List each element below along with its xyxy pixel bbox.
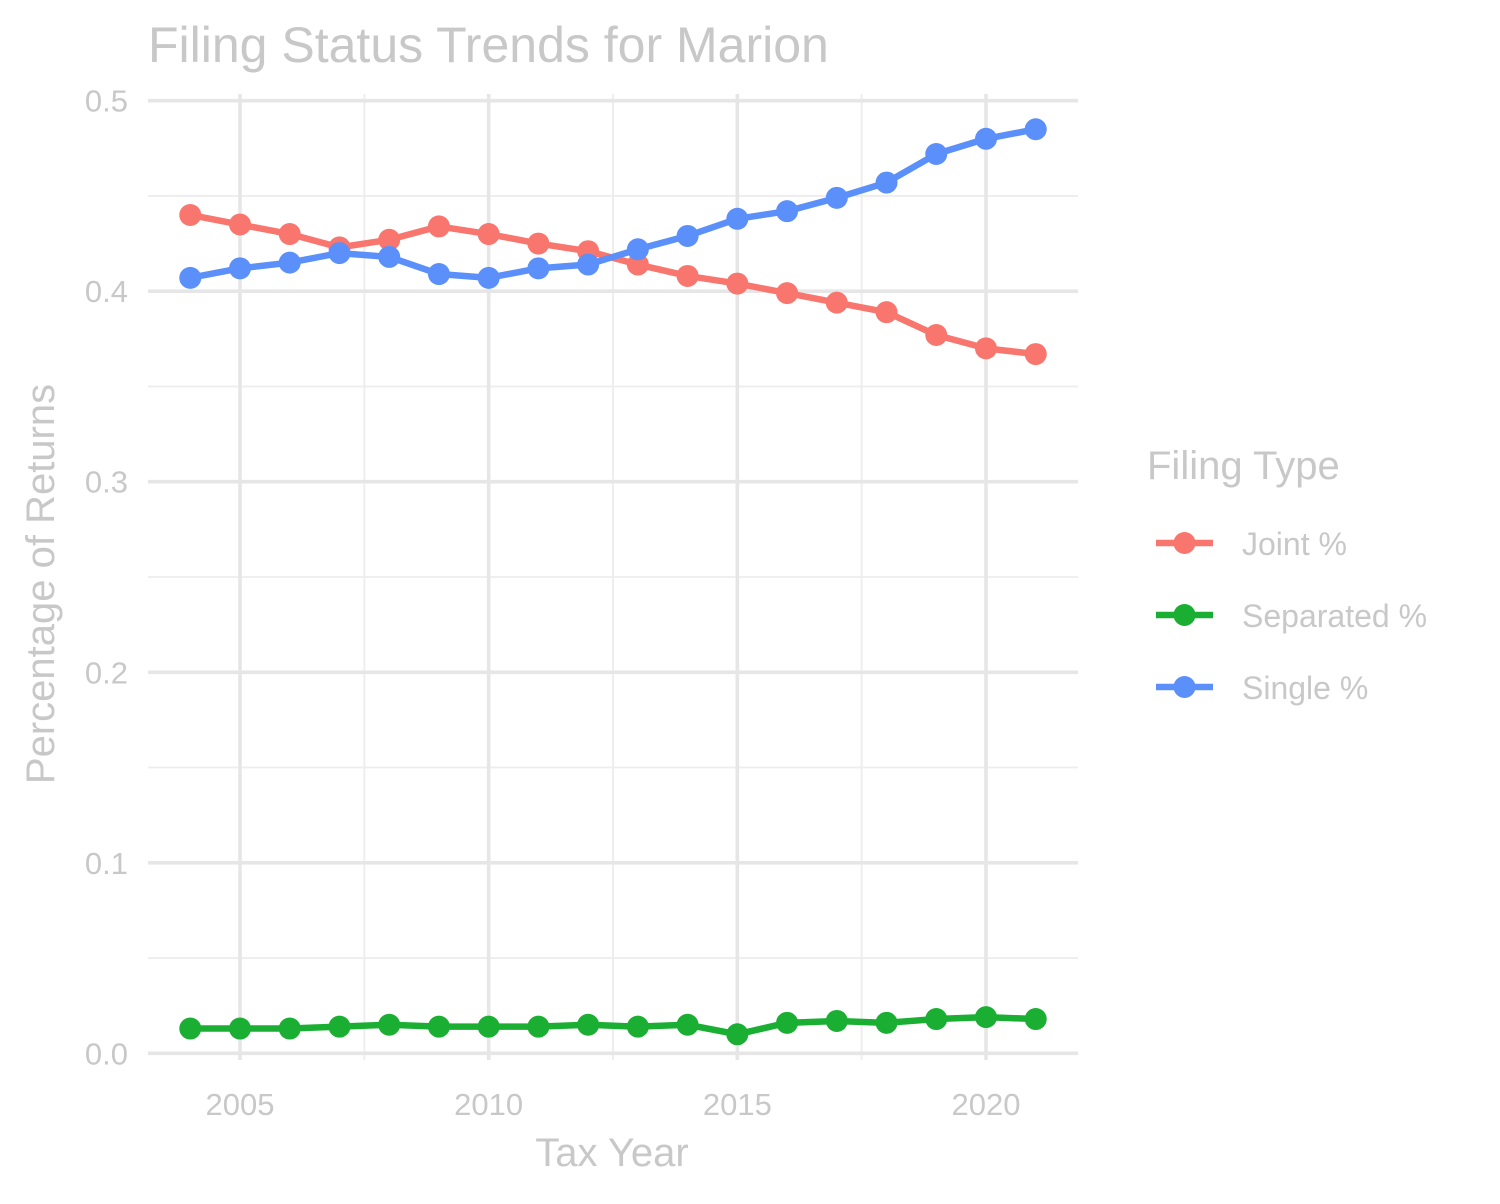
data-point-separated (776, 1011, 799, 1034)
data-point-single (328, 242, 351, 265)
legend-item-single: Single % (1156, 670, 1368, 706)
x-tick-label: 2020 (952, 1087, 1021, 1122)
legend-item-joint: Joint % (1156, 526, 1347, 562)
data-point-separated (577, 1013, 600, 1036)
data-point-separated (825, 1009, 848, 1032)
data-point-separated (527, 1015, 550, 1038)
data-point-joint (626, 253, 649, 276)
data-point-single (527, 257, 550, 280)
axes: 0.0 0.1 0.2 0.3 0.4 0.5 2005 2010 2015 2020 (85, 84, 1021, 1122)
data-point-single (1024, 118, 1047, 141)
data-point-separated (1024, 1008, 1047, 1031)
x-tick-label: 2005 (206, 1087, 275, 1122)
series-separated (179, 1006, 1047, 1046)
data-point-joint (974, 337, 997, 360)
data-point-joint (825, 291, 848, 314)
data-point-single (974, 127, 997, 150)
legend-key-point (1173, 532, 1196, 554)
y-tick-label: 0.2 (85, 655, 128, 690)
data-point-single (427, 263, 450, 286)
data-point-single (676, 224, 699, 247)
data-point-joint (925, 324, 948, 347)
data-point-joint (278, 223, 301, 246)
data-point-single (477, 266, 500, 289)
legend-label: Single % (1242, 670, 1368, 706)
y-tick-label: 0.5 (85, 84, 128, 119)
x-tick-label: 2010 (454, 1087, 523, 1122)
legend-key-point (1173, 676, 1196, 698)
legend: Filing Type Joint % Separated % Single % (1147, 444, 1427, 706)
y-axis-title: Percentage of Returns (19, 384, 63, 784)
data-point-joint (229, 213, 252, 236)
y-tick-label: 0.3 (85, 465, 128, 500)
y-tick-label: 0.0 (85, 1036, 128, 1071)
data-point-separated (179, 1017, 202, 1040)
data-point-single (925, 143, 948, 166)
data-point-joint (776, 282, 799, 305)
data-point-joint (477, 223, 500, 246)
data-point-separated (427, 1015, 450, 1038)
data-point-single (577, 253, 600, 276)
legend-title: Filing Type (1147, 444, 1340, 488)
data-point-joint (427, 215, 450, 238)
series-lines (179, 118, 1047, 1046)
legend-key-point (1173, 604, 1196, 626)
data-point-joint (726, 272, 749, 295)
data-point-single (776, 200, 799, 223)
data-point-single (726, 207, 749, 230)
data-point-separated (875, 1011, 898, 1034)
data-point-joint (875, 301, 898, 324)
x-axis-title: Tax Year (535, 1131, 688, 1175)
legend-label: Joint % (1242, 526, 1347, 562)
y-tick-label: 0.4 (85, 274, 128, 309)
chart-title: Filing Status Trends for Marion (148, 17, 829, 73)
data-point-single (229, 257, 252, 280)
data-point-single (378, 245, 401, 268)
data-point-separated (626, 1015, 649, 1038)
x-tick-label: 2015 (703, 1087, 772, 1122)
legend-items: Joint % Separated % Single % (1156, 526, 1427, 706)
data-point-single (875, 171, 898, 194)
legend-label: Separated % (1242, 598, 1427, 634)
series-single (179, 118, 1047, 289)
data-point-joint (179, 203, 202, 226)
data-point-joint (527, 232, 550, 255)
data-point-separated (925, 1008, 948, 1031)
y-tick-label: 0.1 (85, 846, 128, 881)
legend-item-separated: Separated % (1156, 598, 1427, 634)
data-point-joint (1024, 343, 1047, 366)
data-point-separated (726, 1023, 749, 1046)
data-point-single (278, 251, 301, 274)
data-point-joint (676, 264, 699, 287)
grid (148, 94, 1078, 1060)
data-point-separated (974, 1006, 997, 1029)
data-point-single (179, 266, 202, 289)
data-point-single (626, 238, 649, 261)
data-point-separated (378, 1013, 401, 1036)
data-point-separated (229, 1017, 252, 1040)
data-point-joint (378, 228, 401, 251)
data-point-separated (477, 1015, 500, 1038)
data-point-separated (328, 1015, 351, 1038)
data-point-separated (278, 1017, 301, 1040)
data-point-separated (676, 1013, 699, 1036)
data-point-single (825, 186, 848, 209)
